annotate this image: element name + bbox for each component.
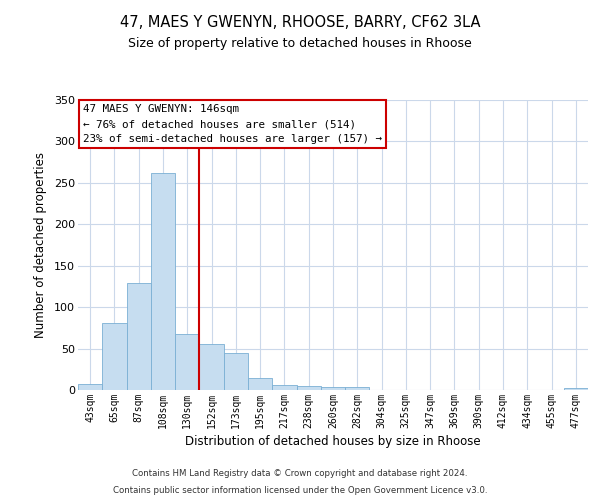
X-axis label: Distribution of detached houses by size in Rhoose: Distribution of detached houses by size … xyxy=(185,435,481,448)
Text: 47, MAES Y GWENYN, RHOOSE, BARRY, CF62 3LA: 47, MAES Y GWENYN, RHOOSE, BARRY, CF62 3… xyxy=(120,15,480,30)
Y-axis label: Number of detached properties: Number of detached properties xyxy=(34,152,47,338)
Bar xyxy=(345,386,370,390)
Bar xyxy=(199,344,224,390)
Bar xyxy=(272,385,296,390)
Text: Contains public sector information licensed under the Open Government Licence v3: Contains public sector information licen… xyxy=(113,486,487,495)
Bar xyxy=(151,173,175,390)
Bar xyxy=(127,283,151,390)
Bar xyxy=(321,386,345,390)
Bar xyxy=(102,323,127,390)
Bar xyxy=(175,334,199,390)
Bar xyxy=(248,378,272,390)
Text: 47 MAES Y GWENYN: 146sqm
← 76% of detached houses are smaller (514)
23% of semi-: 47 MAES Y GWENYN: 146sqm ← 76% of detach… xyxy=(83,104,382,144)
Bar xyxy=(224,352,248,390)
Text: Contains HM Land Registry data © Crown copyright and database right 2024.: Contains HM Land Registry data © Crown c… xyxy=(132,468,468,477)
Text: Size of property relative to detached houses in Rhoose: Size of property relative to detached ho… xyxy=(128,38,472,51)
Bar xyxy=(296,386,321,390)
Bar xyxy=(564,388,588,390)
Bar xyxy=(78,384,102,390)
